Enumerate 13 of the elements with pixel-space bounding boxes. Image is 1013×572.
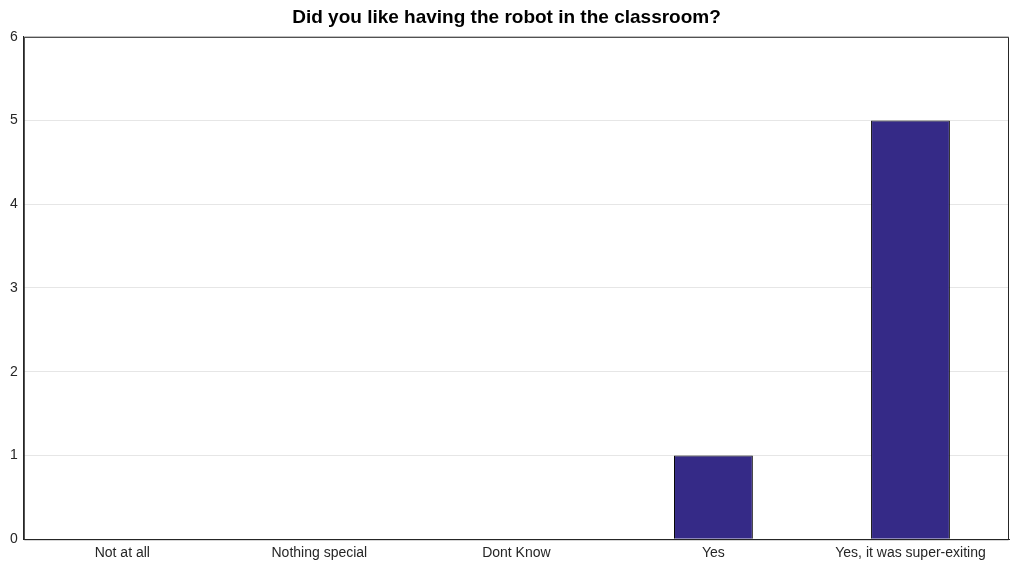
y-tick-label: 5	[9, 111, 18, 128]
x-tick-label: Dont Know	[482, 544, 552, 561]
x-tick-label: Not at all	[94, 544, 150, 561]
y-tick-label: 1	[9, 446, 18, 463]
x-tick-label: Yes	[702, 544, 725, 561]
y-tick-label: 2	[9, 362, 18, 379]
y-tick-label: 0	[9, 530, 18, 547]
x-tick-label: Nothing special	[271, 544, 368, 561]
y-tick-label: 4	[9, 195, 18, 212]
y-tick-label: 3	[9, 278, 18, 295]
x-tick-label: Yes, it was super-exiting	[835, 544, 986, 561]
chart-title: Did you like having the robot in the classroom?	[292, 5, 721, 27]
y-tick-label: 6	[9, 27, 18, 44]
